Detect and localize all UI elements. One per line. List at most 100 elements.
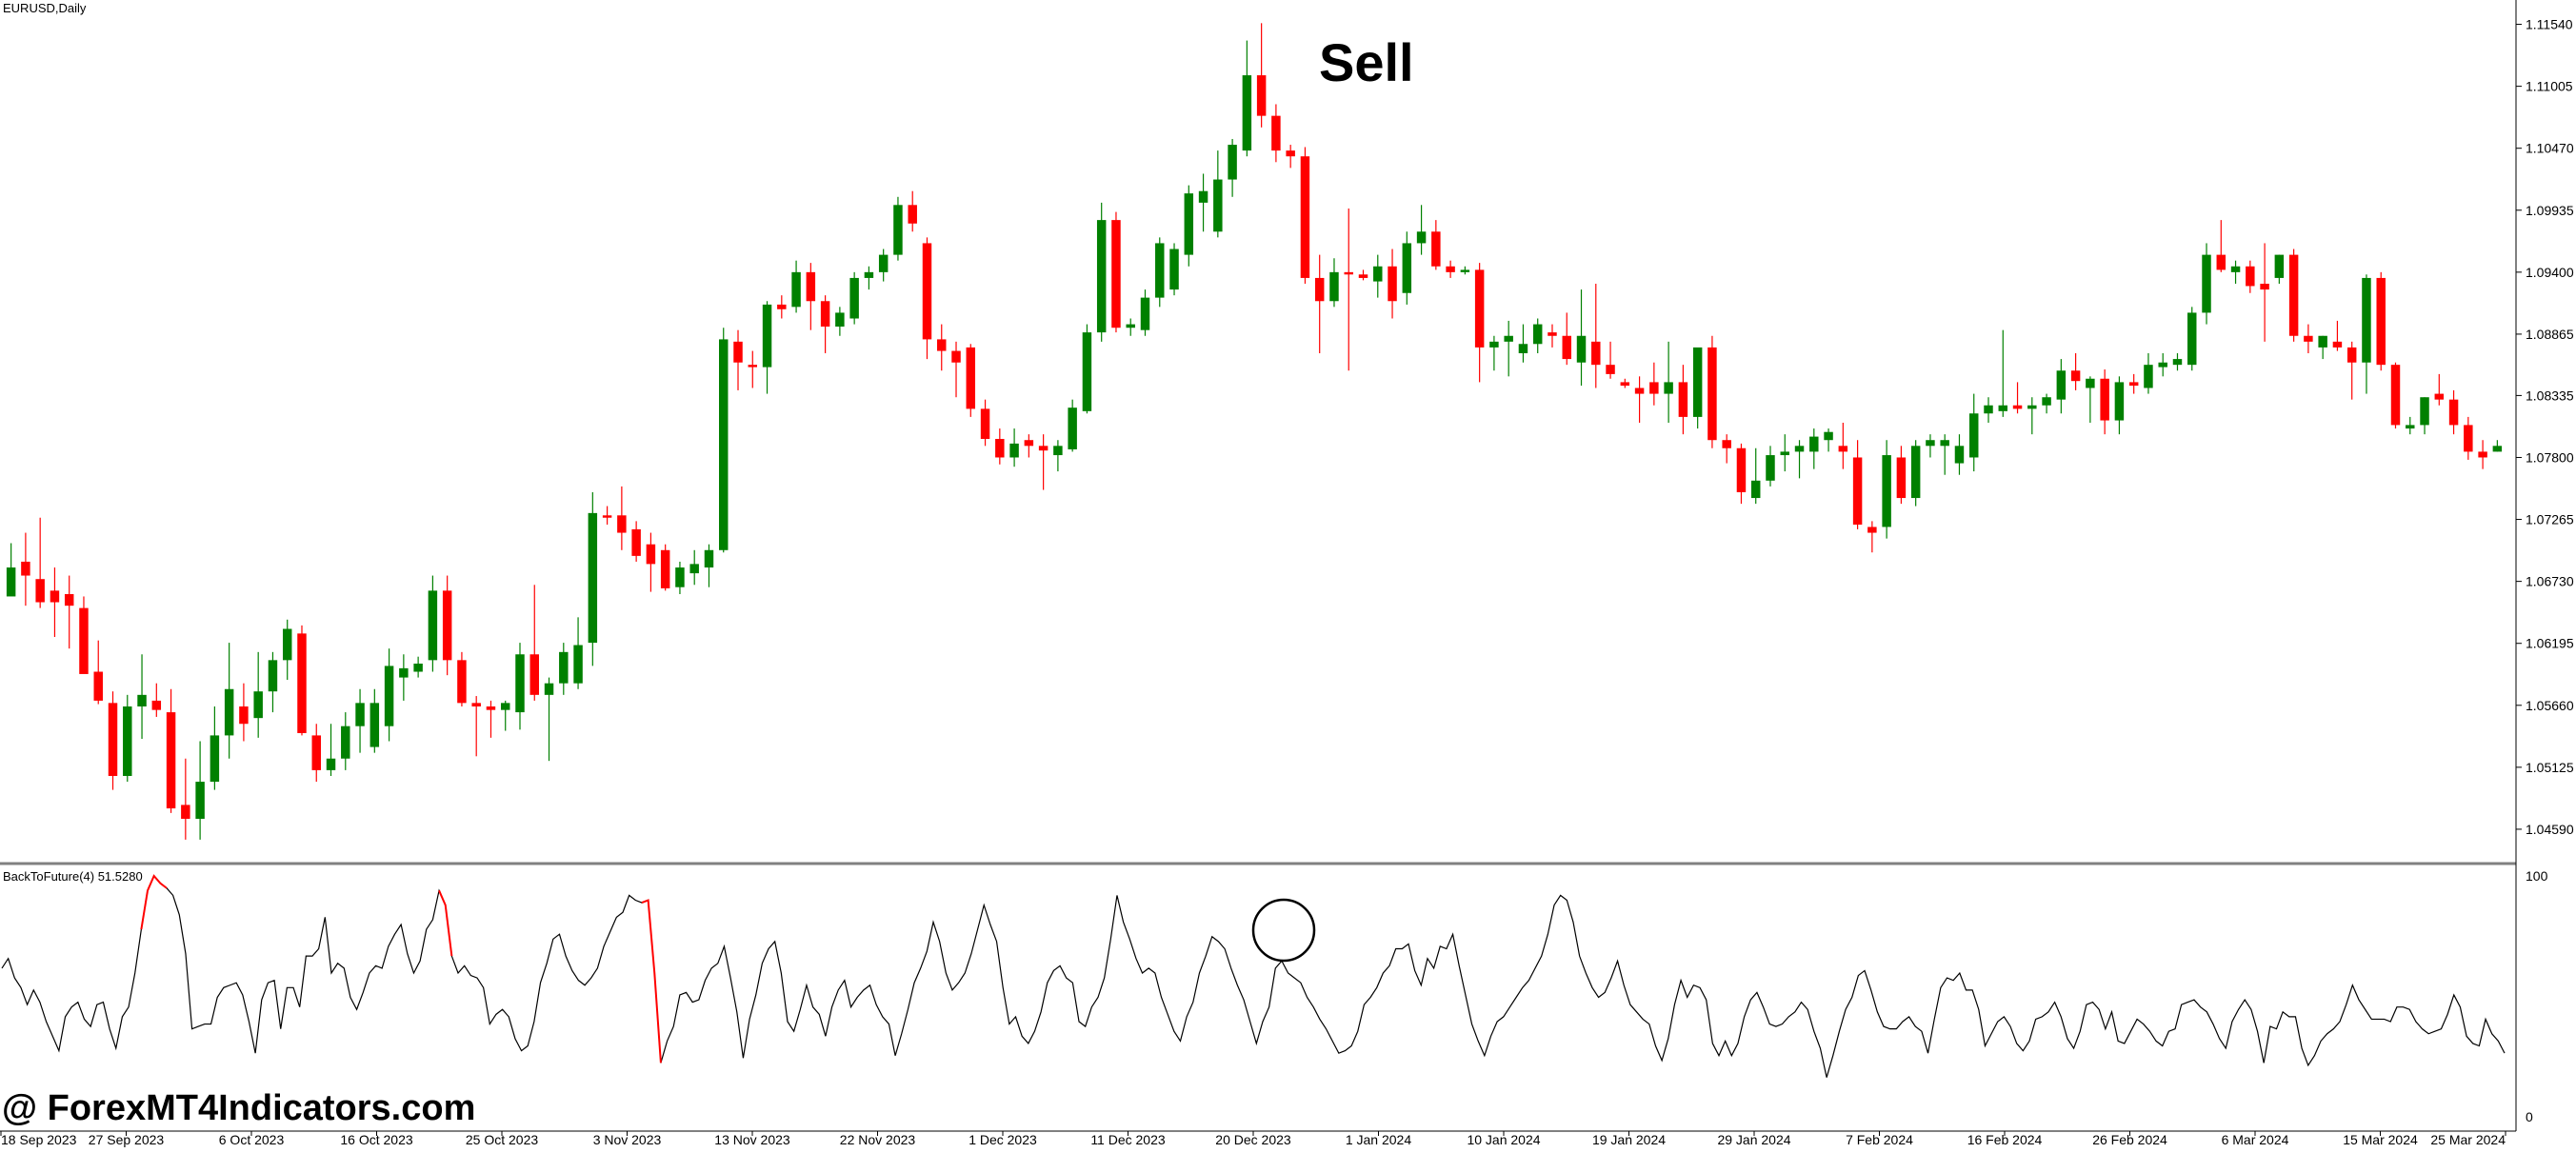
indicator-line-group: [1, 874, 2506, 1078]
candle-body: [1271, 115, 1281, 151]
candle-body: [355, 703, 365, 726]
candle-body: [2448, 399, 2459, 426]
candle-body: [762, 304, 772, 368]
price-candles-group: [6, 23, 2503, 840]
candle-body: [2144, 365, 2153, 388]
candle-body: [2274, 254, 2285, 278]
signal-highlight-circle: [1251, 898, 1316, 963]
candle-body: [1460, 269, 1470, 272]
candle-body: [646, 544, 656, 565]
candle-body: [1532, 324, 1543, 345]
time-tick-label: 26 Feb 2024: [2092, 1132, 2167, 1147]
candle-body: [1910, 446, 1921, 499]
candle-body: [1954, 446, 1965, 464]
candle-body: [1416, 231, 1427, 244]
candle-body: [995, 439, 1005, 458]
price-tick-label: 1.10470: [2526, 141, 2574, 156]
candle-body: [2086, 378, 2095, 388]
candle-body: [1984, 405, 1993, 414]
candle-body: [835, 312, 845, 328]
candle-body: [1184, 193, 1194, 255]
candle-body: [1664, 382, 1673, 394]
candle-body: [311, 735, 321, 770]
price-tick-label: 1.06195: [2526, 636, 2574, 651]
candle-body: [937, 339, 947, 351]
time-tick-label: 22 Nov 2023: [840, 1132, 916, 1147]
candle-body: [471, 703, 481, 707]
candle-body: [631, 528, 641, 556]
candle-body: [980, 408, 990, 440]
time-tick-label: 27 Sep 2023: [89, 1132, 165, 1147]
time-tick-label: 11 Dec 2023: [1090, 1132, 1166, 1147]
candle-body: [675, 567, 685, 587]
candle-body: [1649, 382, 1659, 394]
candle-body: [1314, 277, 1325, 302]
candle-body: [341, 726, 350, 759]
indicator-tick-label: 0: [2526, 1109, 2533, 1124]
candle-body: [486, 706, 496, 710]
candle-body: [369, 703, 380, 747]
candle-body: [2434, 393, 2445, 400]
candle-body: [849, 277, 859, 319]
candle-body: [1446, 266, 1455, 272]
candle-body: [93, 671, 103, 701]
candle-body: [297, 633, 307, 733]
candle-body: [1518, 344, 1528, 354]
candle-body: [1198, 190, 1208, 203]
candle-body: [2318, 335, 2327, 348]
candle-body: [1867, 527, 1877, 533]
candle-body: [1736, 447, 1747, 492]
time-tick-label: 7 Feb 2024: [1846, 1132, 1913, 1147]
time-tick-label: 25 Mar 2024: [2430, 1132, 2506, 1147]
candle-body: [515, 654, 525, 713]
candle-body: [704, 549, 714, 568]
candle-body: [1998, 405, 2008, 411]
price-tick-label: 1.11005: [2526, 79, 2573, 94]
candle-body: [2406, 425, 2415, 429]
candle-body: [733, 341, 743, 363]
candle-body: [2172, 359, 2183, 366]
price-tick-label: 1.08335: [2526, 388, 2574, 403]
candle-body: [1940, 440, 1949, 447]
time-tick-label: 10 Jan 2024: [1467, 1132, 1540, 1147]
time-tick-label: 6 Oct 2023: [219, 1132, 285, 1147]
candle-body: [282, 628, 292, 661]
candle-body: [137, 694, 147, 707]
candle-body: [2042, 397, 2051, 406]
time-tick-label: 19 Jan 2024: [1592, 1132, 1666, 1147]
candle-body: [791, 271, 801, 308]
indicator-signal-segment: [438, 889, 453, 957]
time-tick-label: 16 Feb 2024: [1967, 1132, 2043, 1147]
candle-body: [384, 666, 394, 726]
candle-body: [1722, 440, 1731, 448]
price-tick-label: 1.09935: [2526, 203, 2574, 218]
candle-body: [951, 350, 961, 363]
candle-body: [123, 706, 132, 776]
candle-body: [1634, 388, 1645, 394]
candle-body: [210, 735, 220, 783]
candle-body: [1824, 431, 1833, 441]
candle-body: [1794, 446, 1805, 452]
time-tick-label: 25 Oct 2023: [466, 1132, 538, 1147]
candle-body: [2230, 266, 2241, 272]
candle-body: [1809, 436, 1819, 452]
time-tick-label: 29 Jan 2024: [1717, 1132, 1790, 1147]
candle-body: [1242, 75, 1252, 151]
candle-body: [2128, 382, 2139, 387]
candle-body: [6, 567, 16, 597]
candle-body: [79, 607, 89, 674]
candle-body: [1896, 457, 1907, 499]
candle-body: [1053, 446, 1063, 456]
time-tick-label: 6 Mar 2024: [2222, 1132, 2289, 1147]
candle-body: [2260, 284, 2269, 290]
candle-body: [1852, 457, 1863, 526]
candle-body: [1431, 231, 1441, 267]
candle-body: [35, 579, 45, 603]
candle-body: [21, 561, 30, 576]
candle-body: [1213, 179, 1223, 232]
candle-body: [1548, 332, 1557, 336]
time-tick-label: 20 Dec 2023: [1215, 1132, 1291, 1147]
